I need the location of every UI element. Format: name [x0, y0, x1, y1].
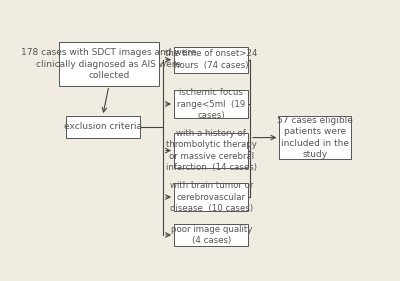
Text: the time of onset>24
hours  (74 cases): the time of onset>24 hours (74 cases) — [165, 49, 258, 70]
Text: poor image quality
(4 cases): poor image quality (4 cases) — [170, 225, 252, 245]
Text: with a history of
thrombolytic therapy
or massive cerebral
infarction  (14 cases: with a history of thrombolytic therapy o… — [166, 129, 257, 172]
FancyBboxPatch shape — [279, 116, 351, 159]
FancyBboxPatch shape — [174, 47, 248, 73]
FancyBboxPatch shape — [59, 42, 158, 86]
Text: with brain tumor or
cerebrovascular
disease  (10 cases): with brain tumor or cerebrovascular dise… — [170, 181, 253, 213]
Text: ischemic focus
range<5ml  (19
cases): ischemic focus range<5ml (19 cases) — [177, 88, 245, 120]
Text: 57 cases eligible
patients were
included in the
study: 57 cases eligible patients were included… — [277, 116, 353, 159]
Text: exclusion criteria: exclusion criteria — [64, 122, 142, 131]
FancyBboxPatch shape — [66, 116, 140, 138]
FancyBboxPatch shape — [174, 183, 248, 211]
FancyBboxPatch shape — [174, 224, 248, 246]
FancyBboxPatch shape — [174, 133, 248, 168]
Text: 178 cases with SDCT images and were
clinically diagnosed as AIS were
collected: 178 cases with SDCT images and were clin… — [21, 48, 197, 80]
FancyBboxPatch shape — [174, 90, 248, 118]
